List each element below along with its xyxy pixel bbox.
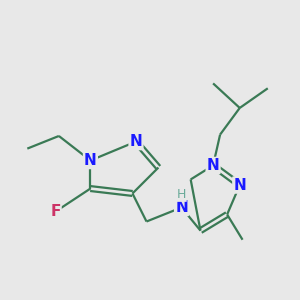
Text: N: N xyxy=(84,153,97,168)
Text: N: N xyxy=(207,158,220,173)
Text: F: F xyxy=(50,204,61,219)
Text: H: H xyxy=(177,188,186,201)
Text: N: N xyxy=(233,178,246,193)
Text: N: N xyxy=(130,134,142,149)
Text: N: N xyxy=(175,200,188,215)
